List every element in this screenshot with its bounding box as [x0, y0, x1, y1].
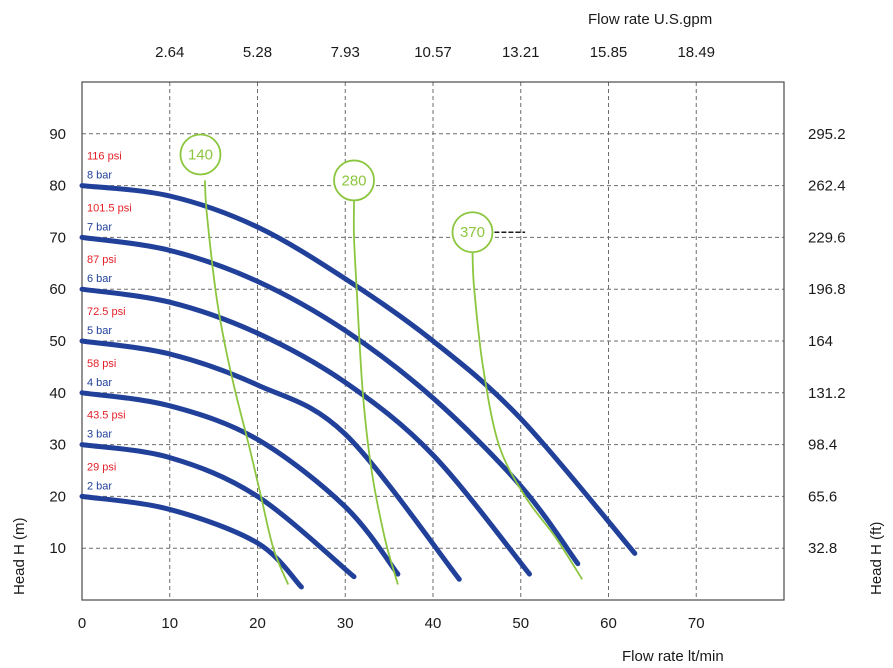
y-tick-label: 40: [49, 385, 66, 402]
right-tick-label: 98.4: [808, 437, 837, 454]
y-axis-title: Head H (m): [11, 517, 28, 595]
pressure-label-bar: 3 bar: [87, 429, 112, 441]
air-curve-marker: [179, 133, 222, 176]
air-curve-label: 370: [460, 224, 485, 241]
right-tick-label: 131.2: [808, 385, 846, 402]
x-tick-label: 10: [161, 615, 178, 632]
air-curve-140: [204, 180, 290, 585]
pressure-label-psi: 101.5 psi: [87, 202, 132, 214]
right-tick-label: 295.2: [808, 126, 846, 143]
grid-lines: [82, 82, 784, 600]
x-axis-title: Flow rate lt/min: [622, 648, 724, 665]
y-tick-label: 50: [49, 333, 66, 350]
y-tick-label: 30: [49, 437, 66, 454]
pressure-label-psi: 87 psi: [87, 254, 116, 266]
right-tick-label: 229.6: [808, 229, 846, 246]
pressure-label-bar: 2 bar: [87, 480, 112, 492]
air-curve-label: 280: [342, 172, 367, 189]
top-tick-label: 7.93: [331, 44, 360, 61]
pressure-label-bar: 4 bar: [87, 377, 112, 389]
x-tick-label: 0: [78, 615, 86, 632]
pressure-curves: [79, 183, 638, 590]
right-tick-label: 65.6: [808, 488, 837, 505]
y-tick-label: 20: [49, 488, 66, 505]
x-tick-label: 40: [425, 615, 442, 632]
x-tick-label: 30: [337, 615, 354, 632]
x-tick-label: 20: [249, 615, 266, 632]
pressure-curve-7: [79, 493, 304, 590]
air-consumption-curves: 140 280 370: [179, 133, 583, 585]
pressure-label-psi: 116 psi: [87, 151, 122, 163]
air-curve-marker: [333, 159, 375, 202]
right-axis-title: Head H (ft): [868, 522, 885, 595]
right-tick-label: 262.4: [808, 178, 846, 195]
air-curve-370: [471, 252, 583, 580]
pressure-curve-2: [79, 234, 581, 567]
y-tick-label: 80: [49, 178, 66, 195]
top-tick-label: 2.64: [155, 44, 184, 61]
pressure-label-psi: 29 psi: [87, 461, 116, 473]
pressure-label-psi: 43.5 psi: [87, 410, 126, 422]
top-tick-label: 13.21: [502, 44, 540, 61]
y-tick-label: 60: [49, 281, 66, 298]
pressure-label-bar: 5 bar: [87, 325, 112, 337]
pressure-curve-5: [79, 390, 401, 577]
y-tick-label: 90: [49, 126, 66, 143]
pressure-curve-6: [79, 442, 357, 580]
pressure-label-bar: 7 bar: [87, 221, 112, 233]
air-curve-label: 140: [188, 147, 213, 164]
right-tick-label: 164: [808, 333, 833, 350]
pressure-labels: 116 psi 8 bar 101.5 psi 7 bar 87 psi 6 bar 72.…: [87, 151, 132, 493]
pressure-label-psi: 58 psi: [87, 358, 116, 370]
pressure-label-bar: 8 bar: [87, 170, 112, 182]
right-tick-label: 196.8: [808, 281, 846, 298]
y-tick-label: 70: [49, 229, 66, 246]
axis-ticks: 2.64 5.28 7.93 10.57 13.21 15.85 18.49 0 10 20 30 4…: [49, 44, 845, 632]
x-tick-label: 70: [688, 615, 705, 632]
pressure-curve-3: [79, 286, 532, 577]
top-axis-title: Flow rate U.S.gpm: [588, 11, 712, 28]
top-tick-label: 5.28: [243, 44, 272, 61]
pressure-label-psi: 72.5 psi: [87, 306, 126, 318]
right-tick-label: 32.8: [808, 540, 837, 557]
air-curve-280: [352, 201, 399, 585]
pressure-curve-1: [79, 183, 638, 556]
x-tick-label: 60: [600, 615, 617, 632]
top-tick-label: 18.49: [677, 44, 715, 61]
y-tick-label: 10: [49, 540, 66, 557]
x-tick-label: 50: [512, 615, 529, 632]
top-tick-label: 15.85: [590, 44, 628, 61]
pressure-label-bar: 6 bar: [87, 273, 112, 285]
air-curve-marker: [451, 211, 494, 254]
pressure-curve-4: [79, 338, 462, 582]
top-tick-label: 10.57: [414, 44, 452, 61]
